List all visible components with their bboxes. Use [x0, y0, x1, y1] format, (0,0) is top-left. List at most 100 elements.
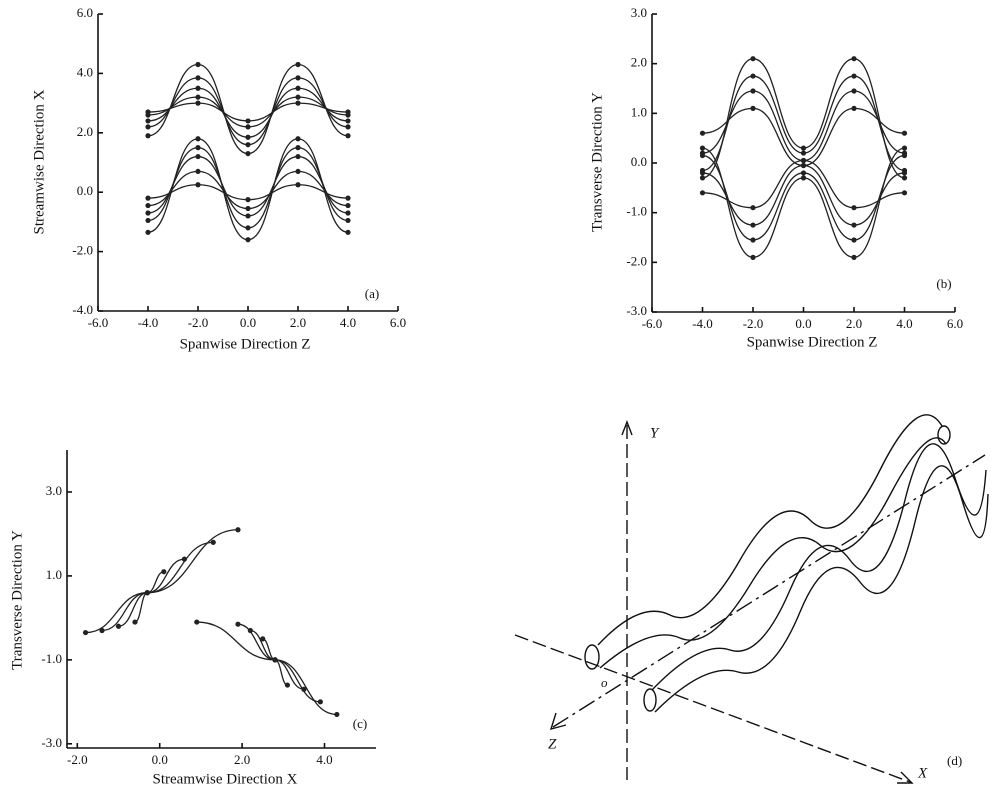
point — [99, 627, 105, 634]
chart-panel: -6.0 -4.0 -2.0 0.0 2.0 4.0 6.0 -3.0 -2.0 -1.0 0.0 1… — [589, 5, 963, 350]
y-axis-title: Transverse Direction Y — [589, 92, 605, 232]
point — [195, 182, 201, 188]
point — [295, 61, 301, 68]
point — [284, 682, 291, 688]
point — [235, 527, 241, 533]
point — [750, 205, 756, 211]
x-axis-line — [514, 634, 911, 783]
x-tick-label: 6.0 — [947, 316, 963, 331]
point — [750, 88, 756, 94]
tube-edge — [651, 443, 987, 691]
point — [699, 170, 706, 176]
series-line — [147, 102, 349, 122]
axis-label: X — [917, 765, 928, 781]
point — [295, 75, 301, 81]
point — [901, 130, 908, 136]
tube-cap — [937, 425, 951, 445]
point — [901, 190, 908, 196]
point — [295, 145, 301, 151]
point — [145, 229, 151, 235]
point — [334, 711, 340, 718]
point — [195, 168, 201, 175]
point — [800, 145, 807, 151]
point — [181, 556, 188, 562]
point — [699, 130, 706, 136]
panel-label: (b) — [936, 276, 951, 291]
y-tick-label: 2.0 — [631, 55, 647, 70]
point — [245, 197, 251, 203]
point — [260, 636, 266, 642]
series-line — [147, 170, 349, 210]
y-tick-label: 3.0 — [631, 5, 647, 20]
series-line — [702, 75, 905, 172]
x-tick-label: -4.0 — [138, 315, 159, 330]
x-tick-label: 0.0 — [152, 752, 168, 767]
point — [195, 94, 201, 100]
point — [295, 94, 301, 100]
y-tick-label: 4.0 — [77, 64, 93, 79]
point — [750, 254, 756, 260]
y-tick-label: -2.0 — [72, 243, 93, 258]
point — [245, 134, 251, 140]
x-tick-label: -6.0 — [88, 315, 109, 330]
point — [145, 118, 151, 124]
point — [245, 150, 251, 157]
series-line — [147, 87, 349, 138]
x-axis-title: Spanwise Direction Z — [180, 336, 311, 352]
point — [295, 153, 301, 160]
point — [145, 133, 151, 139]
panel-label: (a) — [365, 286, 379, 301]
arrow — [621, 420, 633, 436]
point — [699, 145, 706, 151]
chart-panel: -6.0 -4.0 -2.0 0.0 2.0 4.0 6.0-4.0-2.00.02.04.… — [31, 5, 406, 352]
series-line — [85, 529, 238, 634]
point — [851, 254, 857, 260]
point — [247, 627, 253, 634]
diagram-d: Y X Z o (d) — [514, 414, 989, 784]
point — [699, 175, 706, 181]
point — [115, 623, 122, 629]
point — [800, 162, 807, 169]
x-tick-label: -2.0 — [743, 316, 764, 331]
x-tick-label: 4.0 — [316, 752, 332, 767]
y-tick-label: -1.0 — [41, 651, 62, 666]
point — [245, 124, 251, 130]
point — [345, 202, 351, 209]
point — [345, 124, 351, 130]
point — [750, 105, 756, 111]
point — [750, 56, 756, 62]
x-axis-title: Streamwise Direction X — [153, 771, 298, 787]
point — [295, 85, 301, 91]
point — [345, 118, 351, 124]
x-tick-label: -2.0 — [188, 315, 209, 330]
x-tick-label: 2.0 — [234, 752, 250, 767]
point — [901, 175, 908, 181]
point — [235, 621, 241, 627]
point — [851, 205, 857, 211]
tube-edge — [597, 414, 943, 646]
point — [245, 213, 251, 219]
point — [245, 225, 251, 231]
y-tick-label: -3.0 — [626, 303, 647, 318]
point — [194, 619, 200, 625]
point — [750, 222, 756, 228]
point — [144, 590, 150, 596]
point — [195, 75, 201, 81]
point — [345, 109, 351, 115]
y-tick-label: 1.0 — [46, 567, 62, 582]
x-tick-label: 0.0 — [795, 316, 811, 331]
panel-label: (c) — [353, 716, 367, 731]
y-tick-label: 6.0 — [77, 5, 93, 20]
point — [800, 170, 807, 176]
point — [145, 124, 151, 130]
point — [901, 170, 908, 176]
z-axis-line — [552, 454, 986, 728]
point — [851, 88, 857, 94]
point — [82, 629, 89, 636]
y-tick-label: 2.0 — [77, 124, 93, 139]
point — [245, 118, 251, 124]
series-line — [147, 63, 349, 155]
y-tick-label: -1.0 — [626, 204, 647, 219]
x-tick-label: -2.0 — [67, 752, 88, 767]
chart-panel: -2.0 0.0 2.0 4.0 -3.0 -1.0 1.0 3.0 Streamwise Di… — [9, 450, 376, 787]
